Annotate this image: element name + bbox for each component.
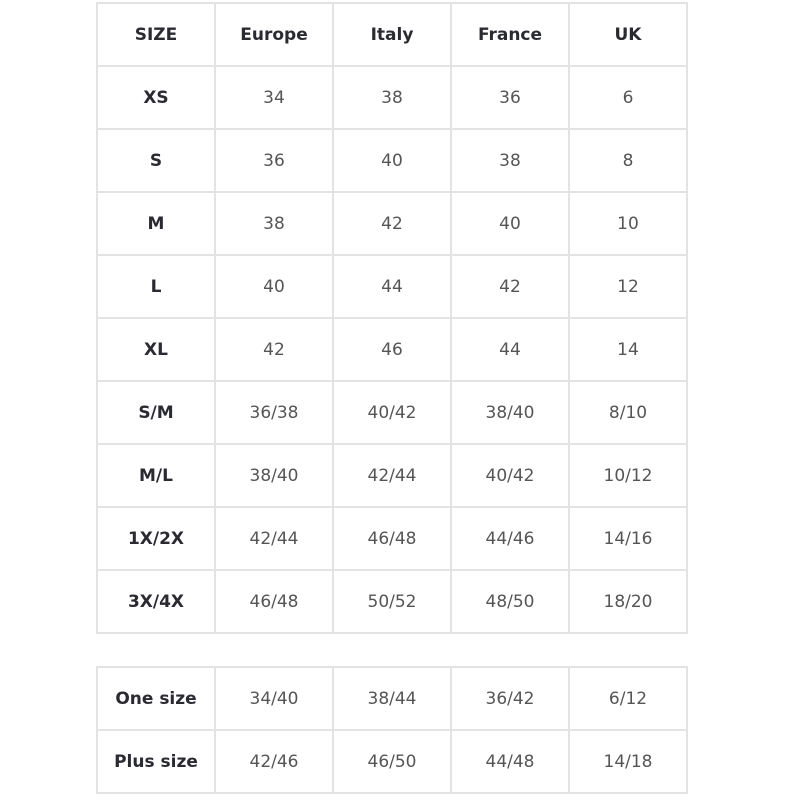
size-value-cell: 8/10 bbox=[568, 380, 688, 445]
table-row: One size 34/40 38/44 36/42 6/12 bbox=[96, 666, 688, 731]
column-header: France bbox=[450, 2, 570, 67]
table-row: Plus size 42/46 46/50 44/48 14/18 bbox=[96, 729, 688, 794]
size-label-cell: M bbox=[96, 191, 216, 256]
size-value-cell: 14 bbox=[568, 317, 688, 382]
size-label-cell: S bbox=[96, 128, 216, 193]
size-label-cell: Plus size bbox=[96, 729, 216, 794]
column-header: Europe bbox=[214, 2, 334, 67]
table-row: M/L 38/40 42/44 40/42 10/12 bbox=[96, 443, 688, 508]
size-value-cell: 14/16 bbox=[568, 506, 688, 571]
special-size-table: One size 34/40 38/44 36/42 6/12 Plus size 42/4… bbox=[96, 666, 688, 794]
size-label-cell: M/L bbox=[96, 443, 216, 508]
size-label-cell: XS bbox=[96, 65, 216, 130]
size-value-cell: 38 bbox=[214, 191, 334, 256]
size-value-cell: 6 bbox=[568, 65, 688, 130]
table-row: S 36 40 38 8 bbox=[96, 128, 688, 193]
size-value-cell: 36/42 bbox=[450, 666, 570, 731]
size-label-cell: One size bbox=[96, 666, 216, 731]
table-row: XS 34 38 36 6 bbox=[96, 65, 688, 130]
table-row: 1X/2X 42/44 46/48 44/46 14/16 bbox=[96, 506, 688, 571]
size-value-cell: 50/52 bbox=[332, 569, 452, 634]
table-row: M 38 42 40 10 bbox=[96, 191, 688, 256]
size-value-cell: 36 bbox=[450, 65, 570, 130]
size-value-cell: 46/50 bbox=[332, 729, 452, 794]
size-value-cell: 38/44 bbox=[332, 666, 452, 731]
column-header: Italy bbox=[332, 2, 452, 67]
size-value-cell: 40/42 bbox=[450, 443, 570, 508]
size-value-cell: 36/38 bbox=[214, 380, 334, 445]
size-value-cell: 40 bbox=[450, 191, 570, 256]
size-label-cell: XL bbox=[96, 317, 216, 382]
size-value-cell: 44 bbox=[450, 317, 570, 382]
size-value-cell: 18/20 bbox=[568, 569, 688, 634]
size-value-cell: 40/42 bbox=[332, 380, 452, 445]
size-value-cell: 42 bbox=[450, 254, 570, 319]
size-value-cell: 8 bbox=[568, 128, 688, 193]
size-value-cell: 14/18 bbox=[568, 729, 688, 794]
size-value-cell: 42/44 bbox=[332, 443, 452, 508]
size-label-cell: L bbox=[96, 254, 216, 319]
size-value-cell: 38/40 bbox=[450, 380, 570, 445]
size-value-cell: 12 bbox=[568, 254, 688, 319]
size-value-cell: 34/40 bbox=[214, 666, 334, 731]
size-value-cell: 48/50 bbox=[450, 569, 570, 634]
size-value-cell: 44/48 bbox=[450, 729, 570, 794]
size-conversion-table: SIZE Europe Italy France UK XS 34 38 36 6 S 36 40 38 8… bbox=[96, 2, 688, 634]
column-header: UK bbox=[568, 2, 688, 67]
size-label-cell: S/M bbox=[96, 380, 216, 445]
table-row: XL 42 46 44 14 bbox=[96, 317, 688, 382]
size-value-cell: 46 bbox=[332, 317, 452, 382]
table-row: L 40 44 42 12 bbox=[96, 254, 688, 319]
table-row: S/M 36/38 40/42 38/40 8/10 bbox=[96, 380, 688, 445]
size-value-cell: 44/46 bbox=[450, 506, 570, 571]
size-value-cell: 10/12 bbox=[568, 443, 688, 508]
header-row: SIZE Europe Italy France UK bbox=[96, 2, 688, 67]
size-label-cell: 1X/2X bbox=[96, 506, 216, 571]
size-value-cell: 34 bbox=[214, 65, 334, 130]
size-value-cell: 40 bbox=[214, 254, 334, 319]
size-value-cell: 42 bbox=[332, 191, 452, 256]
size-value-cell: 46/48 bbox=[332, 506, 452, 571]
size-value-cell: 42/44 bbox=[214, 506, 334, 571]
column-header: SIZE bbox=[96, 2, 216, 67]
size-value-cell: 42/46 bbox=[214, 729, 334, 794]
size-value-cell: 38/40 bbox=[214, 443, 334, 508]
size-value-cell: 46/48 bbox=[214, 569, 334, 634]
size-label-cell: 3X/4X bbox=[96, 569, 216, 634]
size-value-cell: 40 bbox=[332, 128, 452, 193]
size-value-cell: 10 bbox=[568, 191, 688, 256]
table-row: 3X/4X 46/48 50/52 48/50 18/20 bbox=[96, 569, 688, 634]
size-value-cell: 42 bbox=[214, 317, 334, 382]
size-value-cell: 38 bbox=[332, 65, 452, 130]
size-value-cell: 36 bbox=[214, 128, 334, 193]
size-value-cell: 44 bbox=[332, 254, 452, 319]
size-value-cell: 38 bbox=[450, 128, 570, 193]
size-value-cell: 6/12 bbox=[568, 666, 688, 731]
